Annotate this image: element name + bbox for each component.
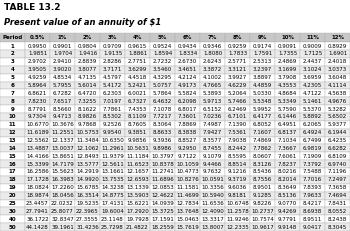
Text: Present value of an annuity of $1: Present value of an annuity of $1: [4, 18, 161, 27]
Text: TABLE 13.2: TABLE 13.2: [4, 3, 60, 12]
